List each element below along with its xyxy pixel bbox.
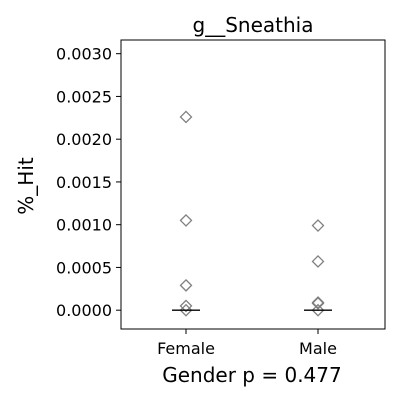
y-tick-label: 0.0005 (56, 258, 112, 277)
data-point-female (179, 278, 193, 292)
y-tick-label: 0.0030 (56, 45, 112, 64)
y-tick-label: 0.0025 (56, 87, 112, 106)
y-tick-label: 0.0020 (56, 130, 112, 149)
x-axis-ticks: Female Male (157, 329, 337, 358)
y-tick-label: 0.0015 (56, 173, 112, 192)
x-axis-label: Gender p = 0.477 (162, 363, 341, 387)
y-axis-label: %_Hit (14, 157, 38, 215)
chart-title: g__Sneathia (193, 13, 314, 37)
data-point-female (179, 303, 193, 317)
data-point-male (311, 219, 325, 232)
data-point-male (311, 303, 325, 317)
data-point-male (311, 296, 325, 310)
data-point-male (311, 255, 325, 268)
plot-frame (120, 39, 386, 330)
plot-marks (172, 110, 332, 317)
data-point-female (179, 299, 193, 313)
y-tick-label: 0.0000 (56, 301, 112, 320)
data-point-female (179, 110, 193, 124)
x-tick-label: Female (157, 339, 215, 358)
data-point-female (179, 213, 193, 227)
y-axis-ticks: 0.0000 0.0005 0.0010 0.0015 0.0020 0.0025 0.00… (56, 45, 121, 320)
y-tick-label: 0.0010 (56, 216, 112, 235)
x-tick-label: Male (299, 339, 337, 358)
